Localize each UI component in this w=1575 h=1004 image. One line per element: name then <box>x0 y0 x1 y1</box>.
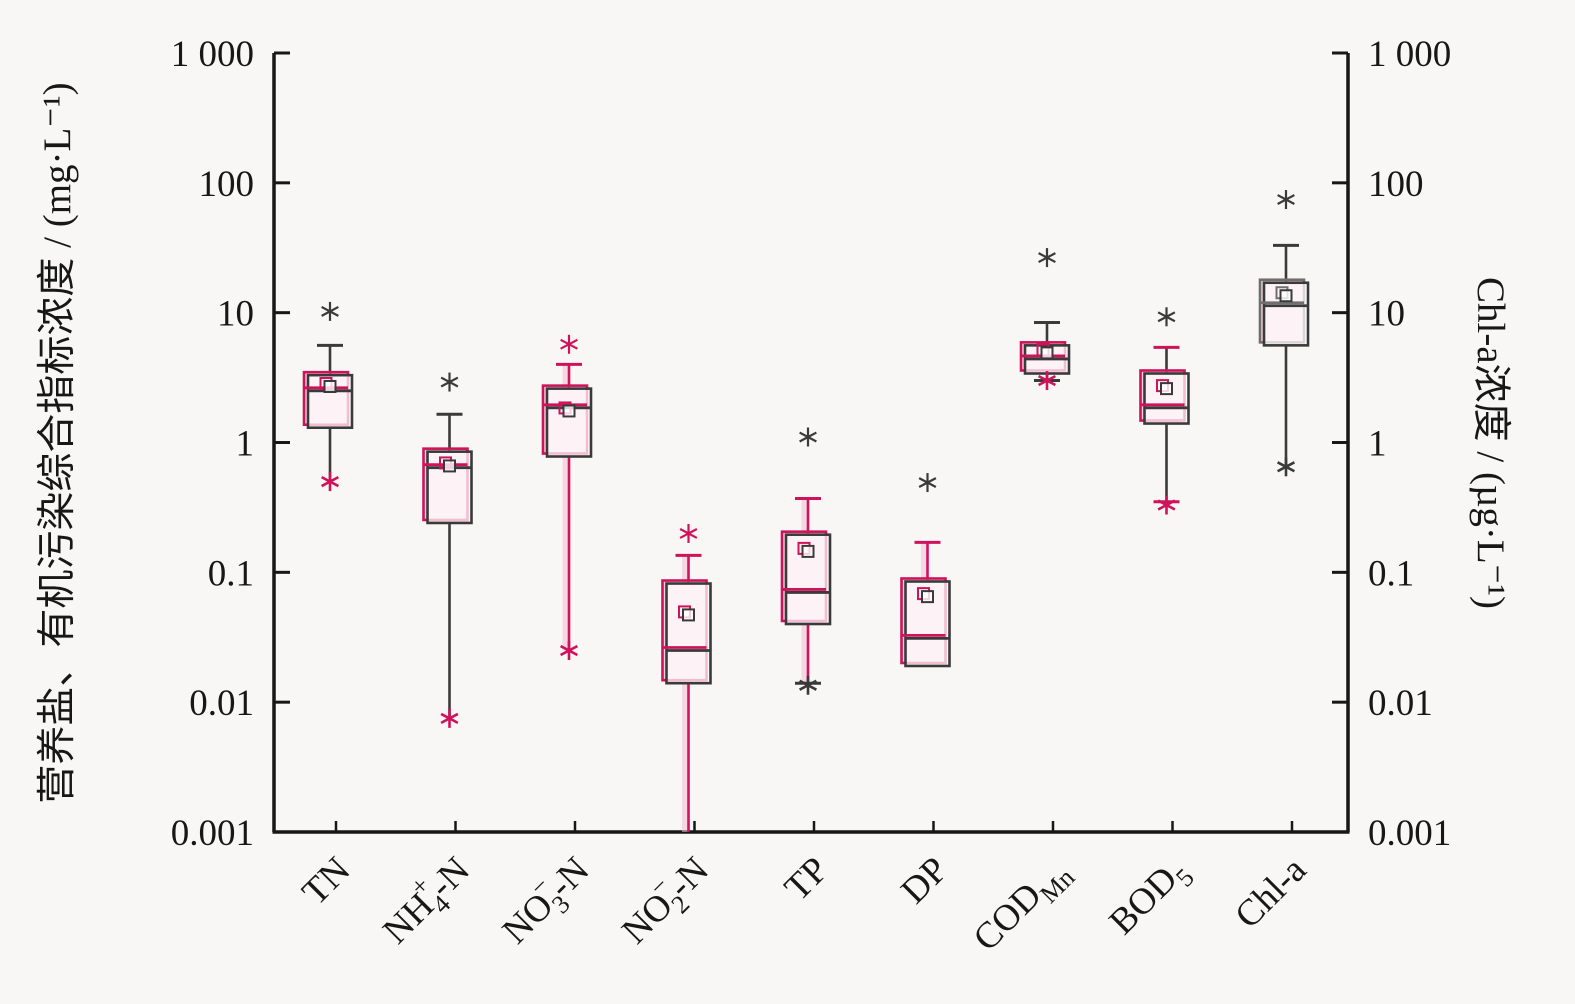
outlier-asterisk <box>918 473 937 493</box>
x-category-label: TP <box>777 849 837 909</box>
right-tick-label: 0.01 <box>1368 683 1433 724</box>
outlier-asterisk <box>799 427 817 447</box>
right-tick-label: 1 000 <box>1368 34 1451 75</box>
box-rect <box>784 533 832 626</box>
outlier-asterisk <box>1038 371 1056 391</box>
left-tick-label: 1 000 <box>171 34 254 75</box>
box-TP: TP <box>777 427 837 909</box>
outlier-asterisk <box>1157 307 1176 327</box>
mean-marker <box>921 590 934 604</box>
mean-marker <box>801 544 815 558</box>
outlier-asterisk <box>1038 248 1056 268</box>
box-BOD5: BOD5 <box>1101 307 1200 947</box>
x-category-label: DP <box>893 849 955 911</box>
right-tick-label: 1 <box>1368 424 1387 465</box>
outlier-asterisk <box>440 372 459 392</box>
outlier-asterisk <box>1277 457 1295 477</box>
asterisk-stroke <box>918 477 937 488</box>
mean-marker <box>1040 346 1054 360</box>
left-tick-label: 0.001 <box>171 813 254 854</box>
asterisk-stroke <box>1038 252 1056 264</box>
asterisk-stroke <box>560 338 578 350</box>
asterisk-stroke <box>1277 194 1295 205</box>
x-category-label: NO2−-N <box>608 843 722 957</box>
right-tick-label: 0.001 <box>1368 813 1451 854</box>
outlier-asterisk <box>1157 495 1176 515</box>
left-tick-label: 1 <box>236 424 255 465</box>
outlier-asterisk <box>1277 190 1295 210</box>
left-tick-label: 0.01 <box>189 683 254 724</box>
box-NH4+-N: NH4+-N <box>369 372 483 957</box>
left-axis-title: 营养盐、有机污染综合指标浓度 / (mg·L⁻¹) <box>36 82 79 803</box>
asterisk-stroke <box>679 528 698 539</box>
outlier-asterisk <box>560 334 578 354</box>
outlier-asterisk <box>679 523 698 543</box>
asterisk-stroke <box>1038 374 1056 387</box>
asterisk-stroke <box>799 431 817 443</box>
left-tick-label: 10 <box>217 294 254 335</box>
box-rect <box>1143 372 1190 425</box>
outlier-asterisk <box>799 675 817 695</box>
x-category-label: NH4+-N <box>369 843 483 957</box>
asterisk-stroke <box>1277 461 1295 473</box>
box-TN: TN <box>294 301 358 913</box>
asterisk-stroke <box>321 475 339 488</box>
box-Chl-a: Chl-a <box>1227 190 1314 936</box>
asterisk-stroke <box>440 712 459 724</box>
mean-marker <box>323 379 337 393</box>
asterisk-stroke <box>440 376 459 388</box>
outlier-asterisk <box>440 708 459 728</box>
mean-marker <box>1160 382 1173 396</box>
asterisk-stroke <box>1157 499 1176 511</box>
right-tick-label: 0.1 <box>1368 553 1414 594</box>
right-tick-label: 10 <box>1368 294 1405 335</box>
box-NO3--N: NO3−-N <box>488 334 602 957</box>
outlier-asterisk <box>321 301 339 321</box>
x-category-label: Chl-a <box>1227 849 1314 936</box>
asterisk-stroke <box>321 305 339 317</box>
right-axis-title: Chl-a浓度 / (µg·L⁻¹) <box>1469 277 1512 609</box>
box-DP: DP <box>893 473 956 912</box>
outlier-asterisk <box>560 641 578 661</box>
axes: 1 000 1 000 100 100 10 10 1 1 0.1 0.1 0.01 0.01 0.00… <box>36 34 1512 854</box>
x-category-label: TN <box>294 849 358 913</box>
left-tick-label: 0.1 <box>208 553 254 594</box>
left-tick-label: 100 <box>199 164 255 205</box>
outlier-asterisk <box>321 472 339 492</box>
mean-marker <box>682 608 695 622</box>
box-rect <box>665 582 712 685</box>
mean-marker <box>562 404 576 418</box>
asterisk-stroke <box>1157 311 1176 323</box>
x-category-label: BOD5 <box>1101 849 1199 947</box>
asterisk-stroke <box>560 644 578 657</box>
box-CODMn: CODMn <box>966 248 1081 964</box>
box-NO2--N: NO2−-N <box>608 523 722 957</box>
x-category-label: CODMn <box>966 849 1081 964</box>
mean-marker <box>1279 289 1293 303</box>
box-rect <box>545 387 593 458</box>
asterisk-stroke <box>799 679 817 691</box>
x-category-label: NO3−-N <box>488 843 602 957</box>
right-tick-label: 100 <box>1368 164 1424 205</box>
mean-marker <box>443 459 456 473</box>
